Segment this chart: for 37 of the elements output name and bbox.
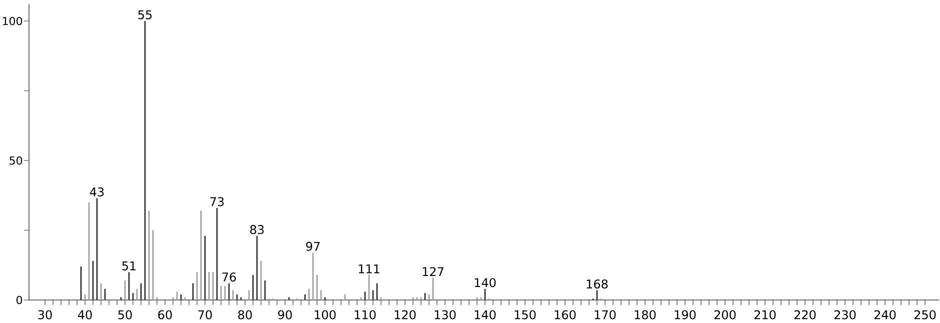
y-tick-label: 100	[3, 16, 22, 26]
x-tick-label: 200	[714, 310, 736, 320]
x-tick-label: 70	[198, 310, 212, 320]
x-tick-label: 230	[834, 310, 856, 320]
x-tick-label: 170	[594, 310, 616, 320]
x-tick-label: 210	[754, 310, 776, 320]
x-tick-label: 100	[314, 310, 336, 320]
annotation: 140	[474, 278, 496, 288]
x-tick-label: 160	[554, 310, 576, 320]
x-tick-label: 60	[158, 310, 172, 320]
x-tick-label: 140	[474, 310, 496, 320]
x-tick-label: 110	[354, 310, 376, 320]
annotation: 55	[138, 10, 152, 20]
annotation: 76	[222, 272, 236, 282]
annotation: 43	[90, 187, 104, 196]
y-tick-label: 0	[16, 296, 22, 304]
annotation: 127	[422, 267, 444, 276]
x-tick-label: 50	[118, 310, 132, 320]
annotation: 168	[586, 279, 608, 289]
annotation: 73	[210, 197, 224, 206]
x-tick-label: 40	[78, 310, 92, 320]
x-tick-label: 30	[38, 310, 52, 320]
x-tick-label: 240	[874, 310, 896, 320]
annotation: 83	[250, 225, 264, 234]
annotation: 51	[122, 261, 136, 270]
annotation: 97	[306, 242, 320, 251]
x-tick-label: 250	[914, 310, 936, 320]
x-tick-label: 220	[794, 310, 816, 320]
x-tick-label: 120	[394, 310, 416, 320]
x-tick-label: 90	[278, 310, 292, 320]
annotation: 111	[358, 264, 380, 274]
y-tick-label: 50	[10, 156, 22, 165]
x-tick-label: 180	[634, 310, 656, 320]
x-tick-label: 80	[238, 310, 252, 320]
x-tick-label: 130	[434, 310, 456, 320]
x-tick-label: 190	[674, 310, 696, 320]
x-tick-label: 150	[514, 310, 536, 320]
